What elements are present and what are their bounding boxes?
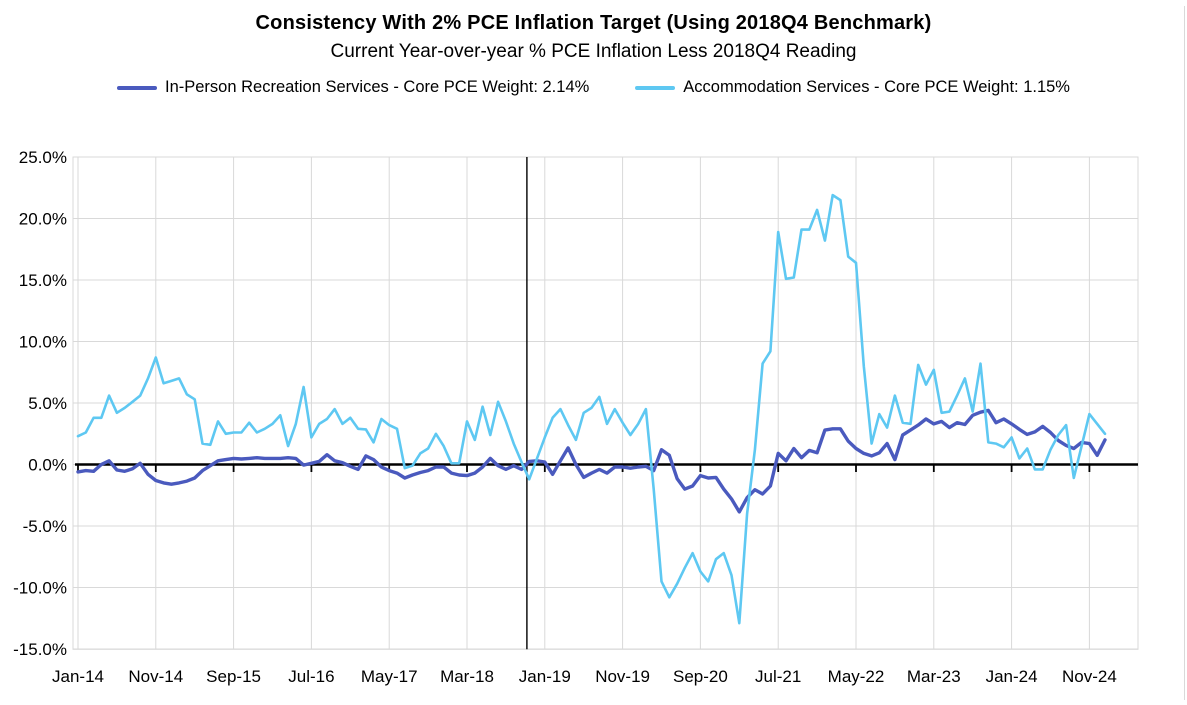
svg-text:Sep-15: Sep-15: [206, 667, 261, 686]
svg-text:Jan-14: Jan-14: [52, 667, 104, 686]
svg-text:-5.0%: -5.0%: [23, 517, 67, 536]
svg-text:May-17: May-17: [361, 667, 418, 686]
svg-text:0.0%: 0.0%: [28, 456, 67, 475]
legend-label-recreation: In-Person Recreation Services - Core PCE…: [165, 78, 590, 96]
svg-text:Jan-24: Jan-24: [986, 667, 1038, 686]
legend-item-recreation: In-Person Recreation Services - Core PCE…: [117, 78, 589, 97]
svg-text:10.0%: 10.0%: [19, 333, 67, 352]
svg-text:Mar-23: Mar-23: [907, 667, 961, 686]
legend: In-Person Recreation Services - Core PCE…: [0, 78, 1187, 97]
page-subtitle: Current Year-over-year % PCE Inflation L…: [330, 41, 857, 62]
svg-text:Nov-19: Nov-19: [595, 667, 650, 686]
legend-swatch-accommodation-icon: [635, 85, 676, 90]
svg-text:Nov-24: Nov-24: [1062, 667, 1117, 686]
svg-text:Mar-18: Mar-18: [440, 667, 494, 686]
page-title: Consistency With 2% PCE Inflation Target…: [255, 12, 932, 34]
legend-item-accommodation: Accommodation Services - Core PCE Weight…: [635, 78, 1070, 97]
svg-text:Jul-16: Jul-16: [288, 667, 334, 686]
legend-label-accommodation: Accommodation Services - Core PCE Weight…: [683, 78, 1070, 96]
svg-text:25.0%: 25.0%: [19, 148, 67, 167]
svg-text:-15.0%: -15.0%: [13, 640, 67, 659]
svg-text:May-22: May-22: [828, 667, 885, 686]
svg-text:Jan-19: Jan-19: [519, 667, 571, 686]
svg-text:Sep-20: Sep-20: [673, 667, 728, 686]
svg-text:15.0%: 15.0%: [19, 271, 67, 290]
svg-text:5.0%: 5.0%: [28, 394, 67, 413]
svg-text:-10.0%: -10.0%: [13, 579, 67, 598]
svg-text:Jul-21: Jul-21: [755, 667, 801, 686]
svg-text:20.0%: 20.0%: [19, 210, 67, 229]
legend-swatch-recreation-icon: [117, 85, 157, 90]
svg-text:Nov-14: Nov-14: [128, 667, 183, 686]
